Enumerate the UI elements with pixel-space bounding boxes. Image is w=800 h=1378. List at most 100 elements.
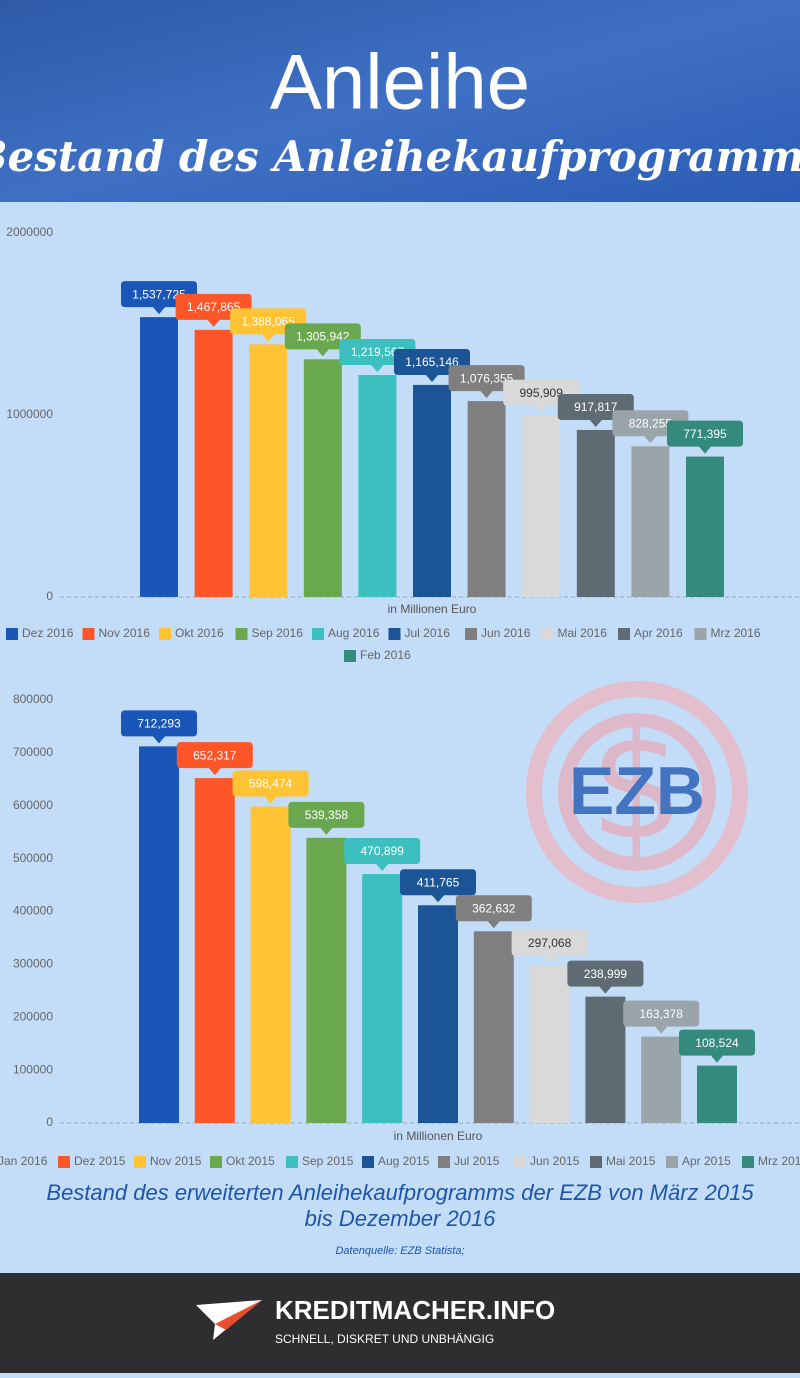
legend-swatch [362, 1156, 374, 1168]
value-label: 163,378 [640, 1007, 684, 1021]
legend-swatch [58, 1156, 70, 1168]
x-axis-label: in Millionen Euro [394, 1129, 483, 1143]
value-label-box [511, 929, 588, 963]
value-label: 411,765 [417, 875, 460, 889]
bar [139, 746, 179, 1123]
header-title: Anleihe [270, 38, 530, 126]
y-tick-label: 500000 [13, 851, 53, 865]
bar [576, 429, 615, 597]
legend-label: Sep 2016 [252, 626, 304, 640]
value-label: 1,076,355 [460, 371, 514, 385]
value-label: 362,632 [472, 901, 516, 915]
bar [522, 415, 561, 597]
legend-swatch [465, 628, 477, 640]
value-label-box [344, 838, 421, 872]
bar [362, 874, 403, 1123]
y-tick-label: 800000 [13, 692, 53, 706]
bar [306, 837, 347, 1123]
value-label-box [400, 869, 476, 903]
legend-swatch [388, 628, 401, 640]
value-label: 652,317 [193, 748, 237, 762]
bar [413, 384, 451, 597]
bar [697, 1065, 737, 1123]
footer-bg [0, 1273, 800, 1373]
legend-swatch [235, 628, 248, 640]
legend-swatch [742, 1156, 754, 1168]
legend-label: Dez 2016 [22, 626, 74, 640]
legend-label: Jan 2016 [0, 1154, 48, 1168]
legend-label: Nov 2016 [99, 626, 151, 640]
value-label-box [176, 742, 253, 776]
header-subtitle: Bestand des Anleihekaufprogramms [0, 132, 800, 181]
value-label: 539,358 [305, 808, 349, 822]
y-tick-label: 2000000 [6, 225, 53, 239]
value-label: 917,817 [574, 400, 618, 414]
legend-label: Aug 2016 [328, 626, 380, 640]
legend-label: Mrz 2015 [758, 1154, 800, 1168]
y-tick-label: 600000 [13, 798, 53, 812]
value-label: 470,899 [361, 844, 405, 858]
legend-label: Mai 2015 [606, 1154, 656, 1168]
logo-text: EZB [569, 753, 705, 829]
value-label: 1,537,725 [132, 287, 186, 301]
value-label-box [121, 710, 197, 744]
y-tick-label: 0 [46, 589, 53, 603]
y-tick-label: 700000 [13, 745, 53, 759]
value-label: 1,305,942 [296, 329, 350, 343]
bar [631, 446, 670, 597]
value-label: 828,255 [629, 416, 673, 430]
value-label: 1,467,865 [187, 300, 241, 314]
value-label: 238,999 [584, 967, 628, 981]
value-label-box [288, 801, 365, 835]
legend-label: Okt 2015 [226, 1154, 275, 1168]
legend-label: Apr 2015 [682, 1154, 731, 1168]
y-tick-label: 0 [46, 1115, 53, 1129]
header-bg [0, 0, 800, 202]
legend-swatch [344, 650, 356, 662]
y-tick-label: 1000000 [6, 407, 53, 421]
legend-label: Okt 2016 [175, 626, 224, 640]
legend-swatch [210, 1156, 222, 1168]
legend-label: Dez 2015 [74, 1154, 126, 1168]
legend-swatch [438, 1156, 450, 1168]
value-label: 1,219,567 [351, 345, 405, 359]
bar [140, 317, 178, 597]
value-label: 771,395 [683, 427, 727, 441]
legend-label: Mrz 2016 [711, 626, 761, 640]
value-label-box [679, 1029, 755, 1063]
value-label-box [232, 770, 309, 804]
svg-text:$: $ [589, 699, 684, 873]
bar [194, 329, 233, 597]
bar [358, 375, 397, 597]
legend-swatch [312, 628, 324, 640]
legend-swatch [541, 628, 554, 640]
value-label: 297,068 [528, 936, 572, 950]
value-label-box [455, 895, 532, 929]
caption-line: Bestand des erweiterten Anleihekaufprogr… [46, 1180, 754, 1231]
legend-swatch [590, 1156, 602, 1168]
footer-brand: KREDITMACHER.INFO [275, 1295, 555, 1325]
value-label: 598,474 [249, 777, 293, 791]
bar [529, 965, 570, 1123]
value-label: 108,524 [695, 1036, 739, 1050]
legend-swatch [694, 628, 707, 640]
y-tick-label: 200000 [13, 1009, 53, 1023]
bar [303, 359, 342, 597]
legend-label: Jul 2016 [405, 626, 451, 640]
bar [250, 806, 291, 1123]
value-label-box [623, 1000, 700, 1034]
legend-swatch [159, 628, 171, 640]
y-tick-label: 400000 [13, 904, 53, 918]
value-label: 995,909 [520, 386, 564, 400]
bar [641, 1036, 682, 1123]
footer-icon-accent [215, 1300, 262, 1330]
bar [686, 456, 724, 597]
value-label: 1,165,146 [405, 355, 459, 369]
legend-swatch [618, 628, 630, 640]
bar [194, 778, 235, 1123]
legend-swatch [286, 1156, 298, 1168]
legend-swatch [6, 628, 18, 640]
value-label-box [567, 960, 644, 994]
legend-label: Nov 2015 [150, 1154, 202, 1168]
